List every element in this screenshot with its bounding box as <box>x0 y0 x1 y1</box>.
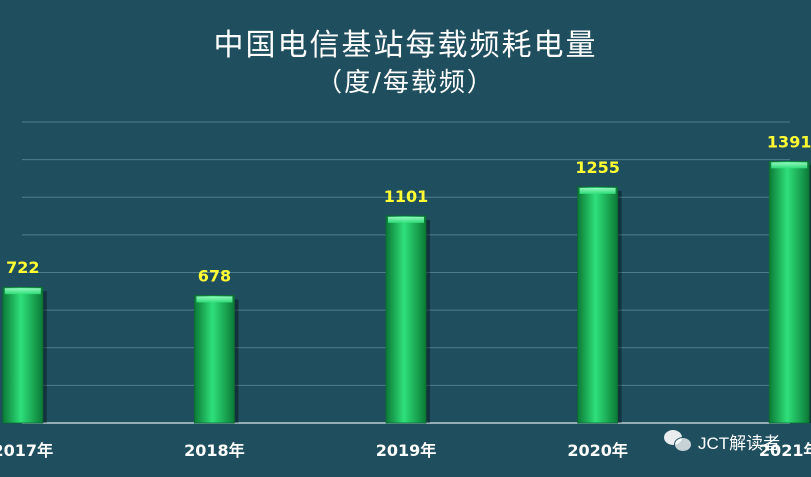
x-tick-label: 2019年 <box>376 441 437 460</box>
watermark: JCT解读者 <box>664 428 780 454</box>
bar <box>385 215 430 424</box>
data-label: 1255 <box>575 158 620 177</box>
bar-cap <box>771 162 808 169</box>
bar-body <box>768 160 810 424</box>
watermark-text: JCT解读者 <box>698 433 781 453</box>
data-label: 678 <box>198 266 231 285</box>
bar-body <box>2 286 44 424</box>
x-tick-label: 2020年 <box>567 441 628 460</box>
data-label: 1391 <box>767 132 811 151</box>
bar <box>577 186 622 424</box>
bar-cap <box>579 187 616 194</box>
bar <box>193 295 239 424</box>
data-label: 722 <box>6 258 39 277</box>
chart-title: 中国电信基站每载频耗电量 <box>213 28 598 63</box>
bar <box>768 160 811 424</box>
x-tick-label: 2017年 <box>0 441 53 460</box>
bar-body <box>577 186 618 424</box>
x-tick-label: 2021年 <box>759 441 811 460</box>
gridlines <box>22 121 790 424</box>
bar-body <box>193 295 235 424</box>
x-tick-label: 2018年 <box>184 441 245 460</box>
bar-cap <box>196 296 233 303</box>
data-labels: 722 678 1101 1255 1391 <box>6 132 811 285</box>
wechat-icon <box>664 430 692 452</box>
bar-body <box>385 215 427 424</box>
data-label: 1101 <box>384 187 429 206</box>
bar <box>2 286 47 424</box>
bar-cap <box>4 288 41 295</box>
chart-subtitle: （度/每载频） <box>316 68 495 98</box>
x-tick-labels: 2017年 2018年 2019年 2020年 2021年 <box>0 441 811 460</box>
bars <box>2 160 811 424</box>
bar-cap <box>388 216 424 223</box>
